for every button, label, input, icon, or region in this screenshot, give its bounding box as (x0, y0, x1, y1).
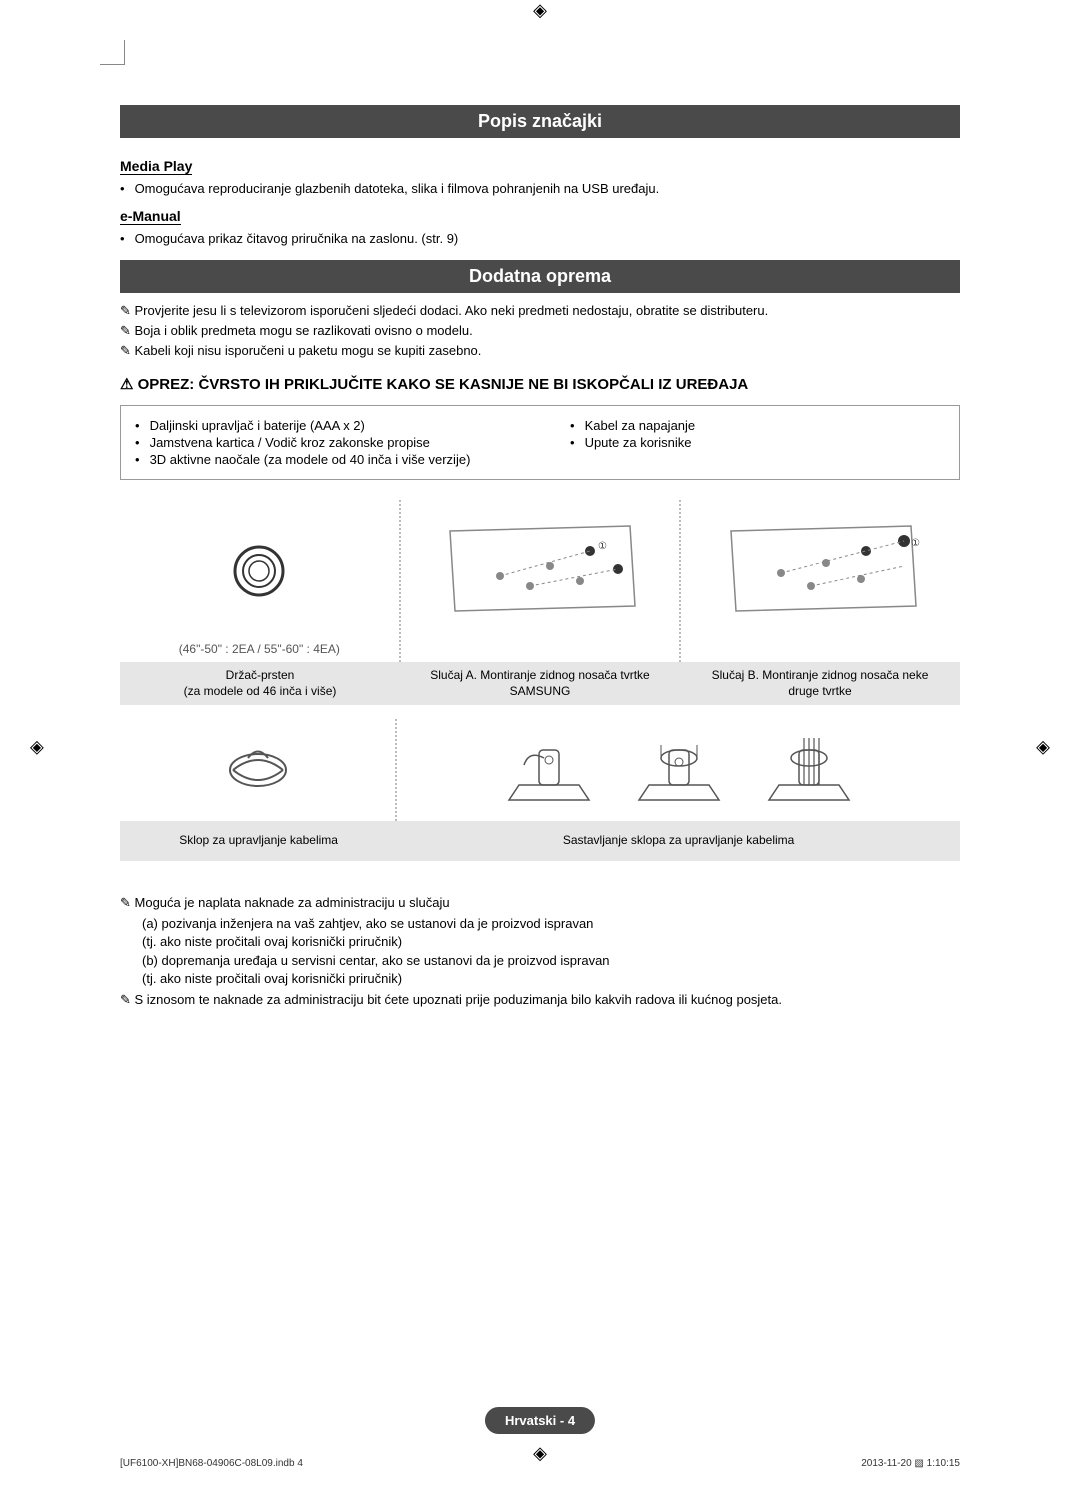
box-left-2: 3D aktivne naočale (za modele od 40 inča… (135, 452, 510, 467)
assembly-b-label: Sastavljanje sklopa za upravljanje kabel… (563, 833, 794, 849)
assembly-b (397, 719, 960, 821)
media-play-block: Media Play Omogućava reproduciranje glaz… (120, 148, 960, 196)
assembly-a (120, 719, 397, 821)
footer-left: [UF6100-XH]BN68-04906C-08L09.indb 4 (120, 1458, 303, 1469)
caption-3: Slučaj B. Montiranje zidnog nosača neke … (680, 662, 960, 705)
caption-row-2: Sklop za upravljanje kabelima Sastavljan… (120, 821, 960, 861)
cap3-l2: druge tvrtke (788, 684, 851, 700)
caption-row-1: Držač-prsten (za modele od 46 inča i viš… (120, 662, 960, 705)
cable-holder-icon (218, 740, 298, 800)
note-1: Provjerite jesu li s televizorom isporuč… (120, 303, 960, 319)
box-left-1: Jamstvena kartica / Vodič kroz zakonske … (135, 435, 510, 450)
admin-intro: Moguća je naplata naknade za administrac… (120, 895, 960, 911)
cap1-l2: (za modele od 46 inča i više) (184, 684, 337, 700)
svg-text:①: ① (911, 538, 920, 549)
admin-a2: (tj. ako niste pročitali ovaj korisnički… (120, 933, 960, 951)
admin-final: S iznosom te naknade za administraciju b… (120, 992, 960, 1008)
diagram-case-a: ① (401, 500, 682, 662)
cap3-l1: Slučaj B. Montiranje zidnog nosača neke (712, 668, 929, 684)
crop-mark-top: ◈ (533, 0, 547, 21)
mount-b-icon: ① (711, 511, 931, 631)
section-bar-features: Popis značajki (120, 105, 960, 138)
diagram-row-1: (46"-50" : 2EA / 55"-60" : 4EA) ① (120, 500, 960, 662)
assembly-row (120, 719, 960, 821)
ring-icon (229, 541, 289, 601)
accessory-list-box: Daljinski upravljač i baterije (AAA x 2)… (120, 405, 960, 480)
caption-assembly-b: Sastavljanje sklopa za upravljanje kabel… (397, 821, 960, 861)
media-play-line: Omogućava reproduciranje glazbenih datot… (120, 181, 960, 196)
crop-mark-right: ◈ (1036, 737, 1050, 758)
crop-mark-bottom: ◈ (533, 1443, 547, 1464)
cap2-l1: Slučaj A. Montiranje zidnog nosača tvrtk… (430, 668, 649, 684)
footer-page-pill: Hrvatski - 4 (485, 1407, 595, 1434)
warning: OPREZ: ČVRSTO IH PRIKLJUČITE KAKO SE KAS… (120, 375, 960, 393)
svg-text:①: ① (598, 541, 607, 552)
stand-step1-icon (489, 730, 609, 810)
footer-right: 2013-11-20 ▧ 1:10:15 (861, 1458, 960, 1469)
emanual-line: Omogućava prikaz čitavog priručnika na z… (120, 231, 960, 246)
section-bar-accessories: Dodatna oprema (120, 260, 960, 293)
caption-assembly-a: Sklop za upravljanje kabelima (120, 821, 397, 861)
media-play-heading: Media Play (120, 158, 192, 175)
box-right-1: Upute za korisnike (570, 435, 945, 450)
caption-1: Držač-prsten (za modele od 46 inča i viš… (120, 662, 400, 705)
cap2-l2: SAMSUNG (510, 684, 571, 700)
box-left-0: Daljinski upravljač i baterije (AAA x 2) (135, 418, 510, 433)
crop-mark-left: ◈ (30, 737, 44, 758)
diagram-case-b: ① (681, 500, 960, 662)
assembly-a-label: Sklop za upravljanje kabelima (179, 833, 338, 849)
admin-b2: (tj. ako niste pročitali ovaj korisnički… (120, 970, 960, 988)
stand-step3-icon (749, 730, 869, 810)
note-2: Boja i oblik predmeta mogu se razlikovat… (120, 323, 960, 339)
stand-step2-icon (619, 730, 739, 810)
emanual-block: e-Manual Omogućava prikaz čitavog priruč… (120, 198, 960, 246)
admin-a: (a) pozivanja inženjera na vaš zahtjev, … (120, 915, 960, 933)
mount-a-icon: ① (430, 511, 650, 631)
note-3: Kabeli koji nisu isporučeni u paketu mog… (120, 343, 960, 359)
corner-crop-mark (100, 40, 125, 65)
emanual-heading: e-Manual (120, 208, 181, 225)
diagram-ring: (46"-50" : 2EA / 55"-60" : 4EA) (120, 500, 401, 662)
cap1-l1: Držač-prsten (226, 668, 295, 684)
caption-2: Slučaj A. Montiranje zidnog nosača tvrtk… (400, 662, 680, 705)
ring-note: (46"-50" : 2EA / 55"-60" : 4EA) (126, 642, 393, 656)
admin-b: (b) dopremanja uređaja u servisni centar… (120, 952, 960, 970)
page: ◈ ◈ ◈ ◈ Popis značajki Media Play Omoguć… (0, 0, 1080, 1494)
box-right-0: Kabel za napajanje (570, 418, 945, 433)
